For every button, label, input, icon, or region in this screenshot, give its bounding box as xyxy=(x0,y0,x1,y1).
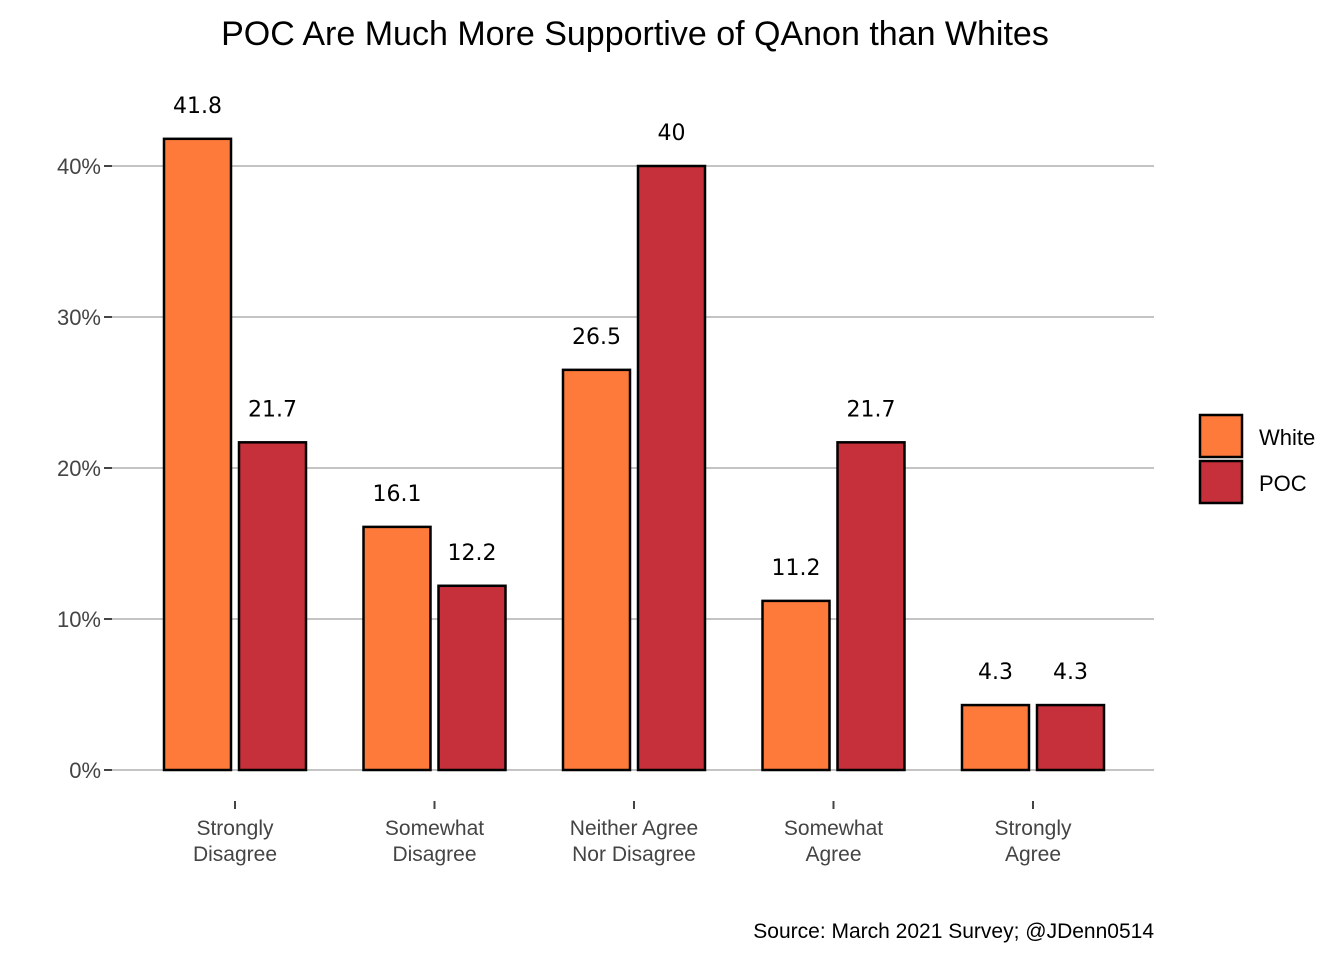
x-tick-label: Strongly xyxy=(994,817,1072,840)
x-tick-label: Agree xyxy=(805,843,861,866)
y-tick-label: 20% xyxy=(57,456,101,481)
bar-white xyxy=(362,525,432,772)
data-label: 4.3 xyxy=(978,660,1013,685)
x-tick-label: Neither Agree xyxy=(570,817,698,840)
data-label: 4.3 xyxy=(1053,660,1088,685)
legend-swatch-poc xyxy=(1198,459,1244,505)
x-tick-label: Somewhat xyxy=(784,817,883,840)
x-axis: Strongly Disagree Somewhat Disagree Neither … xyxy=(193,801,1072,866)
data-label: 40 xyxy=(658,121,686,146)
data-label: 12.2 xyxy=(448,541,497,566)
x-tick-label: Disagree xyxy=(392,843,476,866)
y-tick-label: 0% xyxy=(69,758,101,783)
data-label: 16.1 xyxy=(373,482,422,507)
data-label: 11.2 xyxy=(772,556,821,581)
y-tick-label: 30% xyxy=(57,305,101,330)
data-label: 26.5 xyxy=(572,325,621,350)
chart-title: POC Are Much More Supportive of QAnon th… xyxy=(221,15,1049,53)
x-tick-label: Somewhat xyxy=(385,817,484,840)
bar-poc xyxy=(237,441,308,772)
bar-poc xyxy=(1035,703,1106,772)
bar-white xyxy=(162,137,233,772)
legend-swatch-white xyxy=(1198,413,1244,459)
x-tick-label: Nor Disagree xyxy=(572,843,696,866)
data-label: 21.7 xyxy=(248,397,297,422)
x-tick-label: Agree xyxy=(1005,843,1061,866)
y-tick-label: 40% xyxy=(57,154,101,179)
legend-label: White xyxy=(1259,425,1315,450)
bar-white xyxy=(761,599,831,772)
y-tick-label: 10% xyxy=(57,607,101,632)
data-label: 21.7 xyxy=(847,397,896,422)
bar-poc xyxy=(636,164,707,772)
bar-poc xyxy=(437,584,507,772)
bar-white xyxy=(561,368,632,772)
data-label: 41.8 xyxy=(173,94,222,119)
x-tick-label: Disagree xyxy=(193,843,277,866)
bar-white xyxy=(960,703,1031,772)
chart-caption: Source: March 2021 Survey; @JDenn0514 xyxy=(753,920,1154,943)
legend: White POC xyxy=(1198,413,1315,505)
bar-poc xyxy=(836,441,906,772)
legend-label: POC xyxy=(1259,471,1307,496)
x-tick-label: Strongly xyxy=(196,817,274,840)
bars-layer: 41.8 16.1 26.5 11.2 4.3 21.7 12.2 40 21.7 4.3 xyxy=(162,94,1106,772)
